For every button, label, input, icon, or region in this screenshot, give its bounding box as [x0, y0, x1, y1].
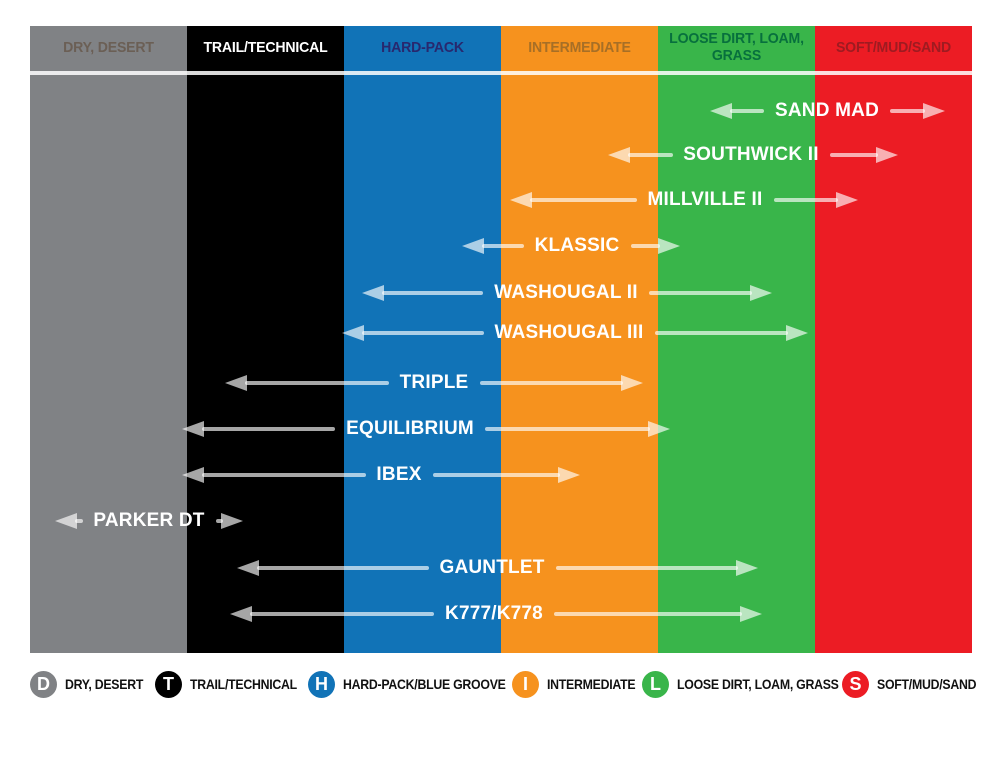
arrow-left-icon — [237, 560, 259, 576]
arrow-shaft-right — [654, 331, 788, 335]
arrow-shaft-left — [730, 109, 764, 113]
column-dry-desert: DRY, DESERT — [30, 26, 187, 653]
terrain-badge-icon: L — [642, 670, 669, 698]
arrow-shaft-left — [257, 566, 429, 570]
arrow-right-icon — [558, 467, 580, 483]
column-header-label: DRY, DESERT — [63, 38, 154, 56]
arrow-shaft-right — [479, 381, 623, 385]
arrow-right-icon — [786, 325, 808, 341]
arrow-shaft-right — [890, 109, 925, 113]
arrow-shaft-right — [773, 198, 838, 202]
tire-label: SAND MAD — [775, 100, 879, 121]
terrain-badge-icon: H — [308, 670, 335, 698]
arrow-shaft-right — [485, 427, 650, 431]
arrow-right-icon — [750, 285, 772, 301]
tire-rows-layer: SAND MAD SOUTHWICK II MILLVILLE II KLASSIC W… — [30, 26, 972, 653]
arrow-shaft-left — [250, 612, 434, 616]
arrow-right-icon — [836, 192, 858, 208]
tire-label: KLASSIC — [534, 235, 620, 256]
column-hard-pack: HARD-PACK — [344, 26, 501, 653]
arrow-right-icon — [876, 147, 898, 163]
arrow-right-icon — [221, 513, 243, 529]
arrow-shaft-right — [555, 566, 738, 570]
arrow-left-icon — [510, 192, 532, 208]
arrow-right-icon — [736, 560, 758, 576]
tire-label: PARKER DT — [93, 510, 205, 531]
tire-label: WASHOUGAL III — [494, 322, 644, 343]
legend-item-h: H HARD-PACK/BLUE GROOVE — [308, 670, 528, 698]
arrow-shaft-right — [829, 153, 878, 157]
arrow-shaft-left — [202, 427, 335, 431]
column-header-label: INTERMEDIATE — [528, 38, 631, 56]
column-trail-technical: TRAIL/TECHNICAL — [187, 26, 344, 653]
arrow-shaft-left — [202, 473, 366, 477]
tire-label: IBEX — [376, 464, 422, 485]
tire-label: SOUTHWICK II — [683, 144, 819, 165]
arrow-shaft-right — [630, 244, 660, 248]
arrow-left-icon — [710, 103, 732, 119]
arrow-shaft-left — [362, 331, 484, 335]
arrow-shaft-left — [628, 153, 673, 157]
arrow-shaft-left — [75, 519, 83, 523]
tire-label: EQUILIBRIUM — [346, 418, 474, 439]
legend-item-label: SOFT/MUD/SAND — [877, 676, 977, 692]
arrow-left-icon — [362, 285, 384, 301]
arrow-right-icon — [648, 421, 670, 437]
legend-item-i: I INTERMEDIATE — [512, 670, 647, 698]
tire-label: K777/K778 — [445, 603, 543, 624]
tire-label: TRIPLE — [399, 372, 469, 393]
tire-label: MILLVILLE II — [647, 189, 763, 210]
column-header-label: SOFT/MUD/SAND — [835, 38, 952, 56]
arrow-left-icon — [55, 513, 77, 529]
legend-item-label: TRAIL/TECHNICAL — [190, 676, 297, 692]
column-header-label: HARD-PACK — [381, 38, 464, 56]
legend-item-l: L LOOSE DIRT, LOAM, GRASS — [642, 670, 861, 698]
legend-item-label: HARD-PACK/BLUE GROOVE — [343, 676, 506, 692]
column-header-label: TRAIL/TECHNICAL — [203, 38, 328, 56]
terrain-badge-icon: S — [842, 670, 869, 698]
tire-label: WASHOUGAL II — [494, 282, 638, 303]
arrow-left-icon — [608, 147, 630, 163]
legend-item-label: LOOSE DIRT, LOAM, GRASS — [677, 676, 839, 692]
legend-item-s: S SOFT/MUD/SAND — [842, 670, 990, 698]
arrow-shaft-left — [245, 381, 389, 385]
arrow-shaft-right — [649, 291, 752, 295]
arrow-left-icon — [230, 606, 252, 622]
terrain-badge-icon: I — [512, 670, 539, 698]
legend-item-d: D DRY, DESERT — [30, 670, 154, 698]
arrow-shaft-left — [530, 198, 637, 202]
arrow-shaft-right — [554, 612, 742, 616]
arrow-shaft-right — [215, 519, 223, 523]
arrow-left-icon — [182, 421, 204, 437]
tire-label: GAUNTLET — [439, 557, 545, 578]
arrow-right-icon — [621, 375, 643, 391]
arrow-right-icon — [923, 103, 945, 119]
arrow-left-icon — [182, 467, 204, 483]
arrow-right-icon — [740, 606, 762, 622]
arrow-right-icon — [658, 238, 680, 254]
column-soft-mud-sand: SOFT/MUD/SAND — [815, 26, 972, 653]
legend-item-t: T TRAIL/TECHNICAL — [155, 670, 312, 698]
arrow-left-icon — [225, 375, 247, 391]
terrain-badge-icon: D — [30, 670, 57, 698]
arrow-shaft-left — [482, 244, 524, 248]
legend-item-label: INTERMEDIATE — [547, 676, 636, 692]
legend-item-label: DRY, DESERT — [65, 676, 144, 692]
arrow-left-icon — [462, 238, 484, 254]
arrow-shaft-left — [382, 291, 483, 295]
arrow-shaft-right — [432, 473, 560, 477]
header-separator-line — [30, 71, 972, 75]
column-header-label: LOOSE DIRT, LOAM, GRASS — [669, 30, 804, 64]
chart-area: DRY, DESERT TRAIL/TECHNICAL HARD-PACK INTER… — [30, 26, 972, 653]
terrain-badge-icon: T — [155, 670, 182, 698]
legend: D DRY, DESERT T TRAIL/TECHNICAL H HARD-PACK/B… — [0, 670, 1000, 698]
arrow-left-icon — [342, 325, 364, 341]
column-intermediate: INTERMEDIATE — [501, 26, 658, 653]
